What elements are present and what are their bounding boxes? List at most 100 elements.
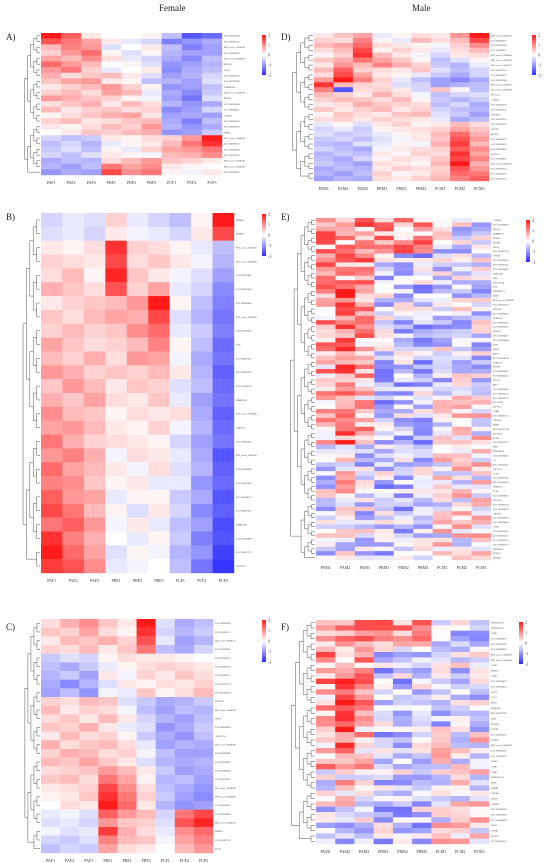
heatmap-cell (335, 716, 355, 722)
row-label: LOC102098573 (493, 508, 509, 511)
dendrogram-branch (307, 506, 312, 516)
heatmap-cell (374, 244, 394, 250)
heatmap-cell (121, 169, 142, 176)
heatmap-cell (391, 126, 412, 132)
dendrogram-branch (304, 546, 315, 559)
heatmap-cell (432, 391, 453, 396)
heatmap-cell (354, 466, 375, 472)
heatmap-cell (471, 373, 492, 379)
heatmap-cell (193, 653, 214, 663)
heatmap-cell (81, 33, 102, 39)
heatmap-cell (352, 87, 373, 93)
dendrogram-branch (36, 115, 40, 122)
heatmap-cell (333, 107, 354, 113)
heatmap-cell (316, 551, 336, 556)
heatmap-cell (335, 404, 356, 410)
heatmap-cell (335, 484, 356, 490)
column-label: PBM1 (379, 565, 389, 570)
dendrogram-branch (33, 731, 37, 750)
row-label: LOC102094178 (491, 123, 507, 126)
heatmap-cell (373, 689, 394, 695)
dendrogram-branch (36, 103, 40, 110)
row-label: SOX1 (224, 69, 231, 72)
colorbar-tick-label: 1 (532, 228, 534, 233)
heatmap-cell (316, 275, 336, 281)
heatmap-cell (61, 72, 82, 79)
heatmap-cell (316, 235, 336, 241)
heatmap-cell (62, 309, 85, 324)
row-label: CSF3R (491, 830, 498, 833)
heatmap-cell (79, 705, 99, 715)
colorbar-tick-label: 0 (525, 640, 527, 645)
heatmap-cell (41, 731, 61, 741)
row-label: LOC102092951 (491, 39, 507, 42)
heatmap-cell (432, 475, 453, 481)
row-label: LOC102090681 (215, 648, 231, 651)
heatmap-cell (354, 828, 374, 834)
heatmap-cell (121, 89, 142, 96)
dendrogram-branch (302, 758, 308, 781)
row-label: LOC102098084 (215, 813, 231, 816)
heatmap-cell (469, 668, 490, 674)
dendrogram-branch (304, 136, 309, 147)
heatmap-cell (335, 546, 356, 552)
dendrogram-branch (300, 42, 305, 63)
heatmap-cell (471, 240, 492, 245)
heatmap-cell (411, 151, 431, 157)
heatmap-cell (161, 89, 182, 96)
heatmap-cell (413, 466, 433, 472)
heatmap-cell (469, 161, 490, 167)
heatmap-cell (126, 254, 149, 269)
heatmap-cell (105, 213, 127, 228)
heatmap-cell (471, 342, 492, 347)
heatmap-cell (412, 630, 432, 637)
heatmap-cell (335, 333, 356, 339)
heatmap-cell (41, 38, 62, 45)
heatmap-cell (374, 364, 394, 370)
row-label: TNFRSF11A (491, 776, 504, 779)
heatmap-cell (83, 268, 106, 283)
heatmap-panel-c: LOC102091658LOC102095123BGI_novel_G00012… (24, 617, 271, 863)
heatmap-cell (393, 351, 414, 356)
heatmap-cell (413, 369, 433, 374)
heatmap-cell (450, 748, 470, 754)
dendrogram-branch (36, 126, 40, 133)
heatmap-cell (391, 67, 412, 73)
heatmap-cell (136, 844, 156, 854)
row-label: LOC102093269 (224, 80, 240, 83)
heatmap-cell (431, 742, 451, 749)
heatmap-cell (432, 293, 453, 299)
colorbar-tick-label: 2 (532, 217, 534, 222)
heatmap-cell (60, 835, 80, 845)
row-label: TLR5 (493, 490, 500, 493)
heatmap-cell (432, 506, 453, 512)
heatmap-cell (41, 517, 63, 532)
dendrogram-branch (300, 377, 305, 414)
dendrogram-branch (300, 306, 305, 343)
heatmap-cell (41, 67, 62, 73)
heatmap-cell (212, 240, 235, 255)
heatmap-cell (373, 646, 394, 653)
colorbar-tick-label: 1 (268, 222, 270, 227)
row-label: LOC102097650 (224, 120, 240, 123)
heatmap-cell (117, 679, 137, 689)
colorbar-tick-label: -1 (538, 62, 541, 67)
row-label: ALDH1 (491, 99, 500, 102)
heatmap-cell (469, 166, 490, 172)
heatmap-cell (430, 67, 451, 73)
heatmap-cell (335, 657, 355, 663)
heatmap-cell (174, 792, 195, 802)
column-label: PCF1 (176, 578, 185, 583)
heatmap-cell (335, 391, 356, 396)
dendrogram-branch (311, 344, 315, 350)
heatmap-cell (393, 551, 414, 556)
heatmap-cell (174, 731, 195, 741)
heatmap-cell (431, 732, 451, 738)
heatmap-cell (393, 320, 414, 325)
heatmap-cell (335, 817, 355, 823)
heatmap-cell (393, 218, 414, 223)
heatmap-cell (201, 38, 223, 45)
heatmap-cell (354, 342, 375, 347)
heatmap-cell (354, 391, 375, 396)
heatmap-cell (450, 774, 470, 781)
